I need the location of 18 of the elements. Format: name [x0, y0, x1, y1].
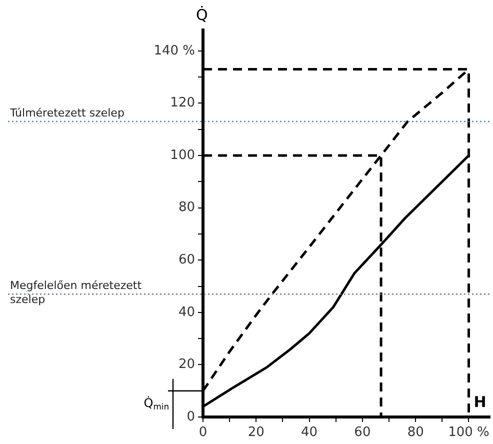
x-tick-label: 20 — [248, 425, 264, 440]
y-tick-label: 100 — [170, 148, 195, 163]
x-tick-label: 60 — [354, 425, 371, 440]
x-tick-label: 0 — [198, 425, 208, 440]
y-tick-label: 80 — [178, 200, 195, 216]
y-tick-label: 0 — [186, 409, 195, 424]
x-axis-title: H — [474, 392, 486, 411]
x-tick-label: 40 — [301, 425, 318, 440]
x-tick-label: 80 — [407, 425, 424, 440]
y-tick-label: 40 — [178, 304, 195, 320]
y-tick-label: 140 % — [154, 43, 195, 58]
x-tick-label: 100 % — [448, 425, 490, 440]
y-tick-label: 120 — [170, 96, 195, 111]
ref-line-label: Megfelelően méretezett szelep — [10, 278, 142, 306]
ref-line-label: Túlméretezett szelep — [9, 106, 124, 120]
y-tick-label: 20 — [178, 357, 195, 372]
y-tick-label: 60 — [178, 252, 195, 268]
y-axis-title: Q̇ — [196, 6, 208, 24]
